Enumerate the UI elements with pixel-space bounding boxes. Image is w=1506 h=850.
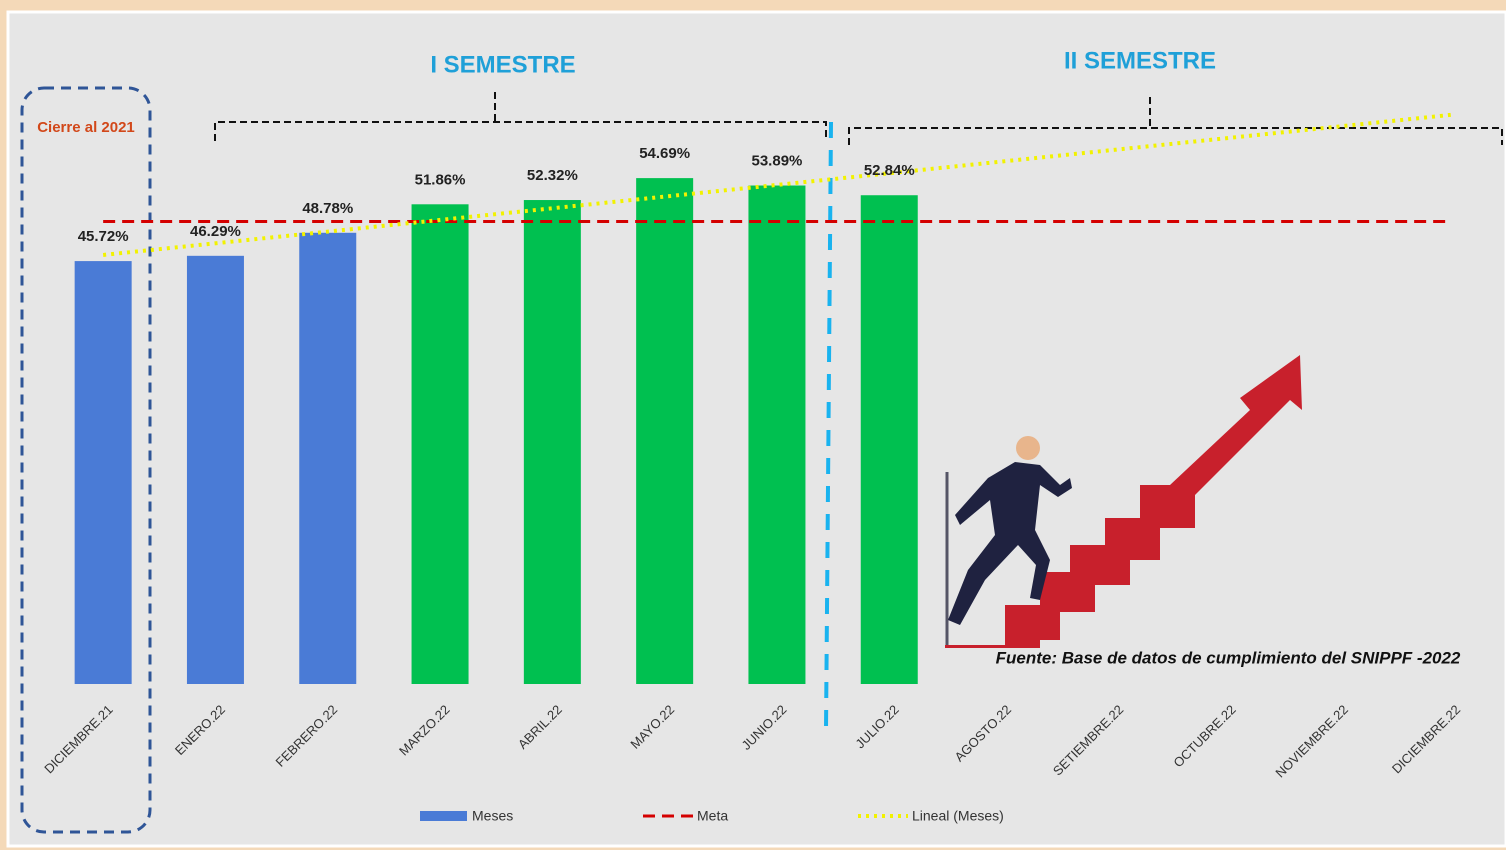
- legend-label: Lineal (Meses): [912, 808, 1004, 824]
- legend-label: Meses: [472, 808, 513, 824]
- legend-swatch: [420, 811, 467, 821]
- data-label: 51.86%: [415, 171, 466, 188]
- data-label: 46.29%: [190, 223, 241, 240]
- bar: [861, 195, 918, 684]
- source-note: Fuente: Base de datos de cumplimiento de…: [996, 648, 1461, 667]
- closing-label: Cierre al 2021: [37, 119, 135, 136]
- bar: [524, 200, 581, 684]
- semester-title: I SEMESTRE: [430, 51, 575, 78]
- bar: [299, 233, 356, 684]
- head: [1016, 436, 1040, 460]
- legend-label: Meta: [697, 808, 728, 824]
- chart: I SEMESTRE II SEMESTRE Cierre al 2021 Fu…: [0, 0, 1506, 850]
- data-label: 45.72%: [78, 228, 129, 245]
- data-label: 54.69%: [639, 145, 690, 162]
- data-label: 52.32%: [527, 167, 578, 184]
- bar: [412, 204, 469, 684]
- data-label: 48.78%: [302, 200, 353, 217]
- semester-title: II SEMESTRE: [1064, 47, 1216, 74]
- bar: [187, 256, 244, 684]
- data-label: 53.89%: [752, 152, 803, 169]
- bar: [748, 186, 805, 684]
- data-label: 52.84%: [864, 162, 915, 179]
- bar: [636, 178, 693, 684]
- bar: [75, 261, 132, 684]
